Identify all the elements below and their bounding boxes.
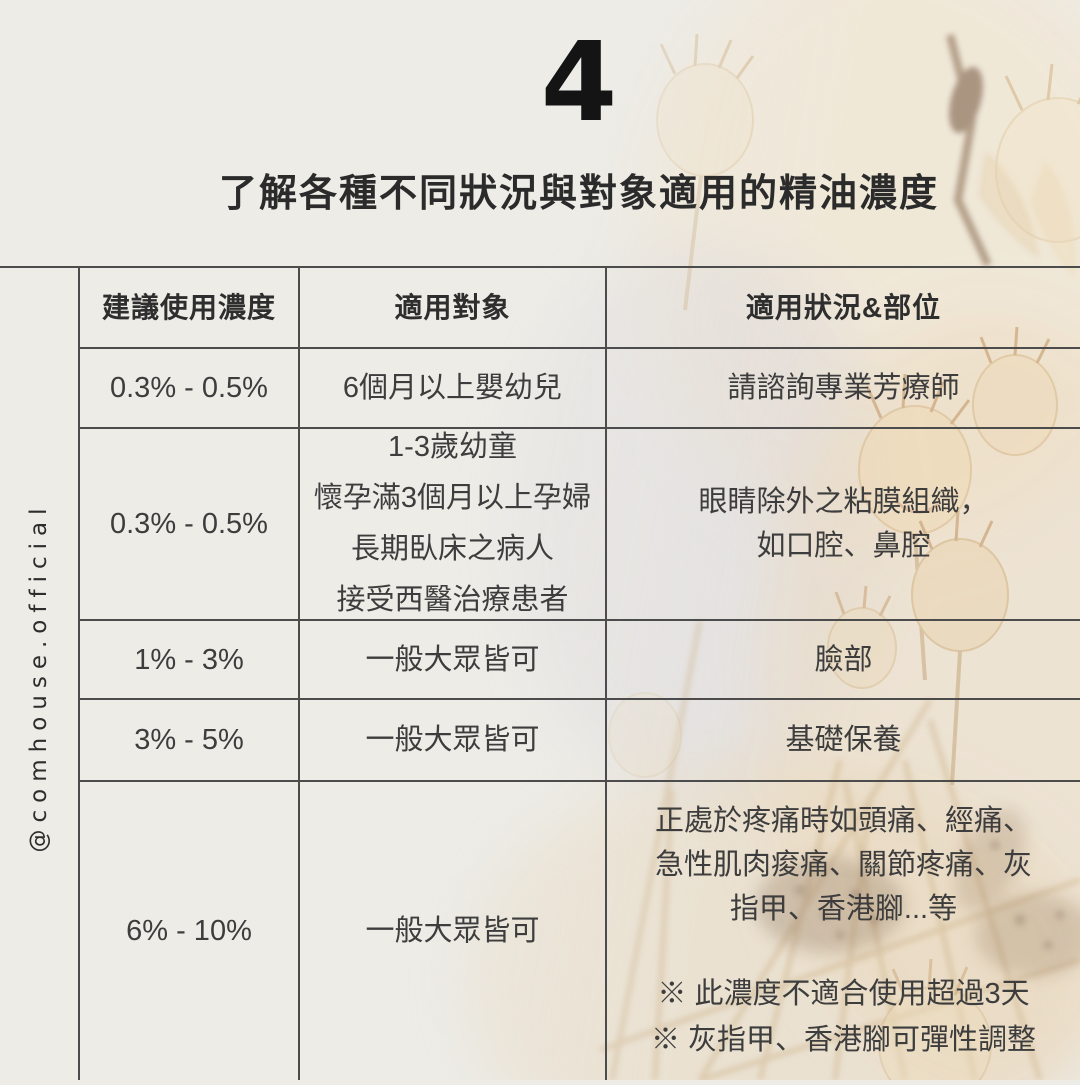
header-cell-concentration: 建議使用濃度 (78, 268, 300, 349)
target-cell: 一般大眾皆可 (300, 700, 607, 782)
usage-cell: 請諮詢專業芳療師 (607, 349, 1080, 429)
usage-line: 如口腔、鼻腔 (756, 530, 931, 562)
concentration-cell: 0.3% - 0.5% (78, 349, 300, 429)
instagram-handle: @comhouse.official (26, 501, 52, 853)
table-top-rule (0, 266, 1080, 268)
header-cell-target: 適用對象 (300, 268, 607, 349)
target-cell: 1-3歲幼童 懷孕滿3個月以上孕婦 長期臥床之病人 接受西醫治療患者 (300, 429, 607, 621)
usage-cell: 眼睛除外之粘膜組織， 如口腔、鼻腔 (607, 429, 1080, 621)
target-line: 1-3歲幼童 (388, 431, 517, 463)
concentration-cell: 6% - 10% (78, 782, 300, 1080)
page-title: 了解各種不同狀況與對象適用的精油濃度 (218, 173, 939, 215)
target-cell: 一般大眾皆可 (300, 621, 607, 700)
usage-cell: 基礎保養 (607, 700, 1080, 782)
page-number: 4 (540, 18, 618, 146)
target-line: 長期臥床之病人 (350, 533, 554, 565)
concentration-table: 建議使用濃度 適用對象 適用狀況&部位 0.3% - 0.5% 6個月以上嬰幼兒… (78, 268, 1080, 1080)
usage-line: 指甲、香港腳...等 (729, 893, 958, 925)
usage-line: 眼睛除外之粘膜組織， (698, 486, 989, 518)
target-cell: 6個月以上嬰幼兒 (300, 349, 607, 429)
target-line: 接受西醫治療患者 (336, 584, 569, 616)
usage-note: ※ 此濃度不適合使用超過3天 (657, 978, 1030, 1010)
usage-note: ※ 灰指甲、香港腳可彈性調整 (650, 1024, 1037, 1056)
usage-cell: 臉部 (607, 621, 1080, 700)
concentration-cell: 0.3% - 0.5% (78, 429, 300, 621)
usage-notes: ※ 此濃度不適合使用超過3天 ※ 灰指甲、香港腳可彈性調整 (651, 971, 1036, 1063)
target-line: 懷孕滿3個月以上孕婦 (313, 482, 592, 514)
target-cell: 一般大眾皆可 (300, 782, 607, 1080)
usage-cell: 正處於疼痛時如頭痛、經痛、 急性肌肉痠痛、關節疼痛、灰 指甲、香港腳...等 ※… (607, 782, 1080, 1080)
usage-line: 急性肌肉痠痛、關節疼痛、灰 (654, 849, 1032, 881)
concentration-cell: 1% - 3% (78, 621, 300, 700)
header-cell-usage: 適用狀況&部位 (607, 268, 1080, 349)
usage-line: 正處於疼痛時如頭痛、經痛、 (654, 805, 1032, 837)
concentration-cell: 3% - 5% (78, 700, 300, 782)
